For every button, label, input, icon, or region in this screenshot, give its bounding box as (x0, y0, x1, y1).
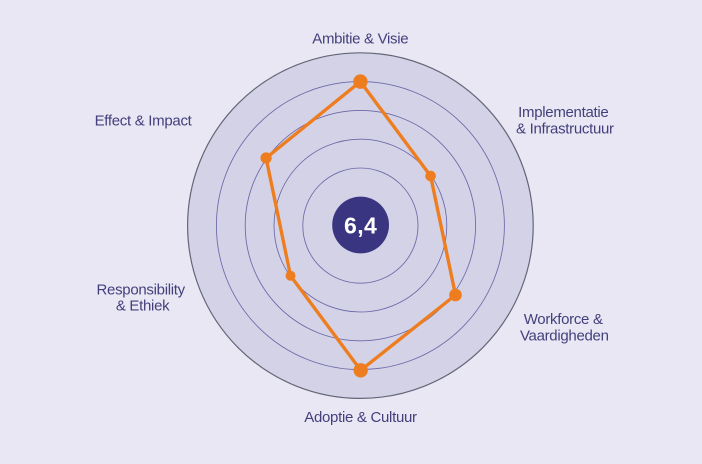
svg-text:Ambitie & Visie: Ambitie & Visie (312, 30, 408, 47)
svg-text:Implementatie: Implementatie (518, 104, 608, 121)
svg-text:Responsibility: Responsibility (97, 282, 186, 299)
svg-text:Adoptie & Cultuur: Adoptie & Cultuur (304, 409, 417, 426)
svg-text:6,4: 6,4 (344, 212, 377, 238)
svg-text:Effect & Impact: Effect & Impact (95, 113, 193, 130)
svg-text:& Infrastructuur: & Infrastructuur (516, 121, 614, 138)
svg-text:Vaardigheden: Vaardigheden (520, 328, 609, 345)
svg-text:& Ethiek: & Ethiek (116, 298, 170, 315)
svg-text:Workforce &: Workforce & (524, 311, 603, 328)
